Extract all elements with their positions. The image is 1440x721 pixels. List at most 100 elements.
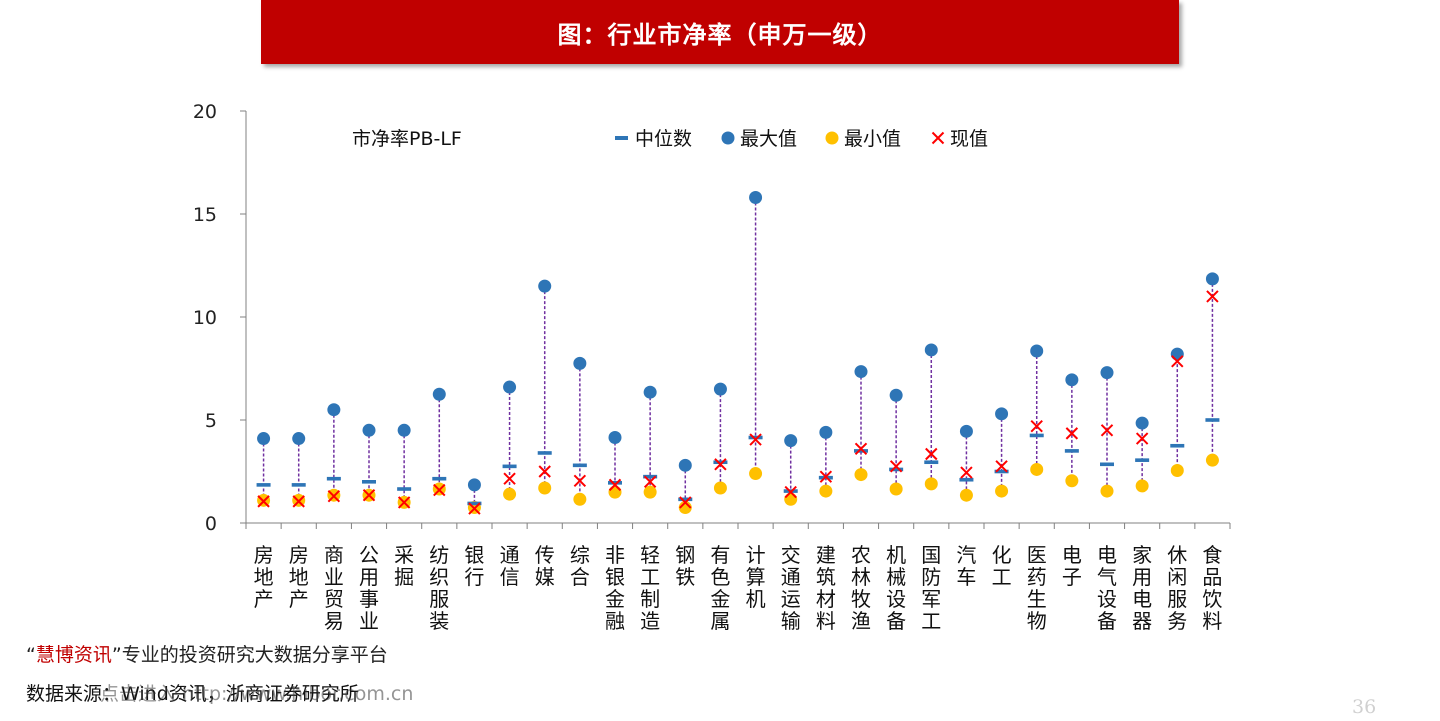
min-point xyxy=(538,481,552,495)
category-label-char: 产 xyxy=(254,587,274,611)
legend-label: 最大值 xyxy=(740,128,797,150)
category-label-char: 房 xyxy=(289,543,309,567)
promo-quote-close: ” xyxy=(111,644,122,666)
min-point xyxy=(819,484,833,498)
category-label-char: 制 xyxy=(640,587,660,611)
max-point xyxy=(643,385,657,399)
category-label-char: 合 xyxy=(570,565,590,589)
series-label: 市净率PB-LF xyxy=(352,128,462,150)
category-label-char: 药 xyxy=(1027,565,1047,589)
current-point xyxy=(1135,432,1149,445)
median-mark xyxy=(502,464,517,469)
median-mark xyxy=(432,476,447,481)
category-label-char: 农 xyxy=(851,543,871,567)
median-mark xyxy=(854,449,868,453)
current-point xyxy=(819,470,833,483)
page-number: 36 xyxy=(1352,696,1377,718)
current-point xyxy=(538,465,551,478)
median-mark xyxy=(748,435,763,440)
category-label-char: 易 xyxy=(324,609,344,633)
min-point xyxy=(1205,453,1219,467)
min-point xyxy=(995,484,1009,498)
current-point xyxy=(608,478,622,492)
min-point xyxy=(889,482,903,496)
max-point xyxy=(1065,373,1079,387)
max-point xyxy=(608,431,622,445)
current-point xyxy=(573,474,587,487)
min-point xyxy=(1065,474,1079,488)
current-point xyxy=(679,496,692,509)
max-point xyxy=(1170,347,1184,361)
current-point xyxy=(468,502,481,515)
category-label-char: 汽 xyxy=(956,543,976,567)
category-label-char: 机 xyxy=(886,543,906,567)
legend-current-marker xyxy=(931,131,945,145)
category-label-char: 机 xyxy=(746,587,766,611)
category-label-char: 子 xyxy=(1062,565,1082,589)
category-label-char: 服 xyxy=(1167,587,1187,611)
category-label-char: 食 xyxy=(1202,543,1222,567)
category-label-char: 化 xyxy=(992,543,1012,567)
max-point xyxy=(362,423,376,437)
current-point xyxy=(643,475,657,489)
promo-line: “慧博资讯”专业的投资研究大数据分享平台 xyxy=(26,640,388,667)
min-point xyxy=(784,492,798,506)
category-label-char: 备 xyxy=(886,609,906,633)
median-mark xyxy=(924,460,939,465)
category-label-char: 筑 xyxy=(816,565,836,589)
category-label-char: 生 xyxy=(1027,587,1047,611)
category-label-char: 休 xyxy=(1167,543,1187,567)
median-mark xyxy=(1029,433,1044,438)
category-label-char: 融 xyxy=(605,609,625,633)
max-point xyxy=(713,382,727,396)
category-label-char: 备 xyxy=(1097,609,1117,633)
median-mark xyxy=(291,483,306,487)
max-point xyxy=(1100,366,1114,380)
category-label-char: 装 xyxy=(429,609,449,633)
max-point xyxy=(467,478,481,492)
category-label-char: 务 xyxy=(1167,609,1187,633)
max-point xyxy=(995,407,1009,421)
promo-brand[interactable]: 慧博资讯 xyxy=(35,644,112,666)
legend-min-marker xyxy=(825,131,839,145)
category-label-char: 材 xyxy=(816,587,836,611)
max-point xyxy=(538,279,552,293)
max-point xyxy=(432,387,446,401)
median-mark xyxy=(572,463,587,468)
max-point xyxy=(819,425,833,439)
max-point xyxy=(959,424,973,438)
category-label-char: 采 xyxy=(394,543,414,567)
min-point xyxy=(503,487,517,501)
category-label-char: 工 xyxy=(640,565,660,589)
category-label-char: 输 xyxy=(781,609,801,633)
current-point xyxy=(995,460,1008,473)
category-label-char: 料 xyxy=(1202,609,1222,633)
max-point xyxy=(327,403,341,417)
current-point xyxy=(1065,427,1079,440)
max-point xyxy=(292,432,306,446)
current-point xyxy=(854,442,868,456)
category-label-char: 贸 xyxy=(324,587,344,611)
promo-text: 专业的投资研究大数据分享平台 xyxy=(121,644,388,666)
median-mark xyxy=(537,451,552,455)
median-mark xyxy=(1064,449,1079,453)
category-label-char: 物 xyxy=(1027,609,1047,633)
category-label-char: 信 xyxy=(500,565,520,589)
legend-label: 最小值 xyxy=(844,128,901,150)
watermark-link[interactable]: 点击进入 http://www.hibor.com.cn xyxy=(100,683,414,705)
max-point xyxy=(1205,272,1219,286)
median-mark xyxy=(608,481,622,485)
title-banner: 图：行业市净率（申万一级） xyxy=(261,0,1179,64)
current-point xyxy=(362,488,376,502)
category-label-char: 业 xyxy=(324,565,344,589)
category-label-char: 设 xyxy=(886,587,906,611)
category-label-char: 行 xyxy=(464,565,484,589)
median-mark xyxy=(326,476,341,481)
category-label-char: 料 xyxy=(816,609,836,633)
category-label-char: 银 xyxy=(464,543,484,567)
min-point xyxy=(1170,463,1184,477)
current-point xyxy=(292,495,305,508)
min-point xyxy=(959,488,973,502)
max-point xyxy=(573,356,587,370)
